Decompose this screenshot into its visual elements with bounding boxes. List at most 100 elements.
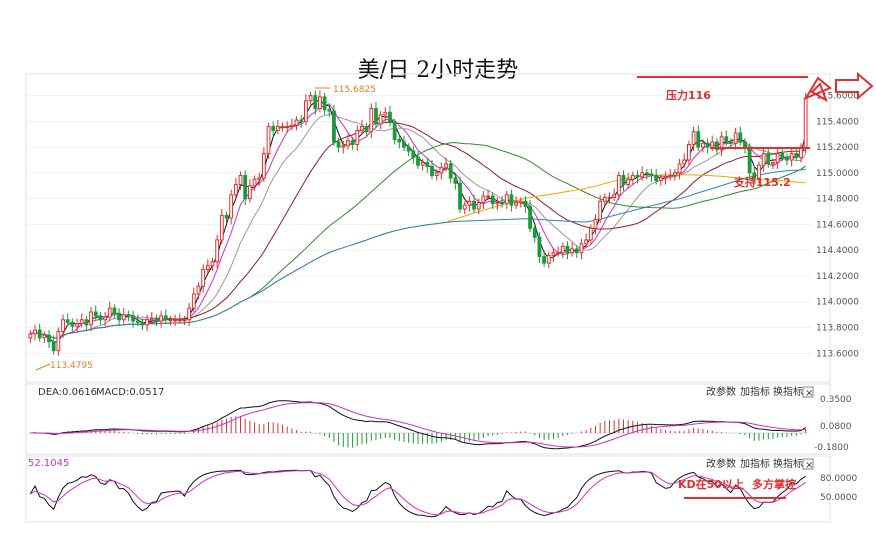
- candle-up: [663, 176, 668, 179]
- candle-up: [257, 177, 262, 180]
- candle-down: [537, 236, 542, 258]
- candle-up: [383, 111, 388, 116]
- macd-legend-dea: DEA:0.0616: [38, 387, 97, 398]
- y-tick-label: 113.6000: [816, 349, 859, 359]
- ma-line-green: [30, 142, 806, 339]
- candle-down: [696, 131, 701, 148]
- low-price-label: 113.4795: [50, 361, 93, 371]
- candle-up: [79, 319, 84, 325]
- candle-up: [570, 248, 575, 254]
- candle-up: [420, 162, 425, 166]
- candle-up: [229, 194, 234, 219]
- candle-down: [705, 142, 710, 148]
- candle-up: [560, 245, 565, 254]
- candle-down: [729, 141, 733, 144]
- kd-pane-frame: [25, 455, 831, 523]
- candle-up: [280, 126, 285, 129]
- candle-up: [598, 200, 603, 220]
- candle-down: [126, 314, 131, 317]
- macd-pane-frame: [25, 383, 831, 455]
- candle-up: [56, 330, 61, 352]
- candle-up: [551, 252, 556, 256]
- macd-add-indicator-button[interactable]: 加指标: [740, 385, 770, 398]
- candle-down: [752, 172, 757, 179]
- kd-k-line: [29, 469, 806, 518]
- kd-add-indicator-button[interactable]: 加指标: [740, 457, 770, 470]
- candle-up: [346, 140, 350, 147]
- candle-up: [360, 126, 364, 131]
- candle-down: [140, 321, 145, 326]
- candle-up: [107, 307, 112, 318]
- macd-close-box[interactable]: [802, 386, 814, 398]
- candle-down: [649, 173, 654, 176]
- candle-up: [677, 163, 682, 174]
- candle-up: [626, 178, 631, 185]
- candle-up: [233, 183, 238, 196]
- candle-up: [691, 131, 696, 146]
- candle-down: [785, 156, 789, 161]
- candle-down: [724, 136, 729, 143]
- main-grid: [26, 95, 812, 354]
- candle-down: [738, 132, 743, 143]
- candle-down: [416, 156, 420, 166]
- candle-down: [532, 227, 537, 238]
- candle-up: [191, 293, 196, 309]
- candle-up: [187, 307, 192, 321]
- candle-up: [672, 172, 677, 176]
- candle-up: [369, 107, 374, 133]
- candle-up: [518, 200, 523, 204]
- y-tick-label: 114.2000: [816, 272, 859, 282]
- candle-up: [701, 142, 705, 148]
- kd-legend: 52.1045: [28, 458, 69, 469]
- candle-up: [757, 164, 761, 179]
- candle-up: [294, 119, 299, 126]
- candle-up: [149, 317, 154, 321]
- chart-title: 美/日 2小时走势: [357, 58, 519, 83]
- candle-down: [374, 107, 378, 125]
- macd-close-icon[interactable]: ×: [805, 388, 813, 399]
- macd-dea-line: [30, 402, 806, 448]
- kd-y-tick-50: 50.0000: [820, 493, 857, 503]
- candle-up: [467, 200, 472, 206]
- ma-line-black: [30, 99, 807, 344]
- candle-down: [411, 150, 416, 158]
- candle-down: [117, 312, 121, 321]
- macd-plot: [28, 400, 808, 450]
- kd-close-icon[interactable]: ×: [805, 460, 813, 471]
- candle-down: [313, 95, 318, 109]
- candle-up: [275, 126, 280, 131]
- candle-up: [434, 172, 439, 176]
- candle-down: [528, 205, 532, 229]
- candle-down: [766, 153, 771, 165]
- candle-down: [37, 329, 42, 339]
- kd-plot: [29, 469, 806, 518]
- candle-down: [747, 147, 752, 174]
- candle-up: [444, 163, 448, 169]
- candle-up: [504, 194, 509, 205]
- candle-down: [430, 165, 434, 176]
- candle-up: [219, 214, 224, 241]
- macd-edit-params-button[interactable]: 改参数: [706, 385, 736, 398]
- candle-up: [682, 159, 687, 165]
- arrow-up-icon: [803, 76, 832, 103]
- candle-down: [112, 307, 117, 314]
- candle-up: [556, 252, 561, 255]
- candle-down: [472, 200, 476, 210]
- candle-up: [173, 319, 178, 322]
- ma-line-blue: [30, 168, 806, 339]
- candle-down: [243, 174, 248, 200]
- candle-down: [350, 140, 355, 146]
- kd-close-box[interactable]: [802, 458, 814, 470]
- candle-down: [135, 320, 140, 323]
- kd-switch-indicator-button[interactable]: 换指标: [773, 457, 803, 470]
- candle-down: [98, 315, 103, 321]
- macd-y-tick-3: -0.1800: [814, 443, 849, 453]
- candle-down: [794, 153, 799, 158]
- arrow-right-icon: [835, 71, 874, 101]
- kd-edit-params-button[interactable]: 改参数: [706, 457, 736, 470]
- candle-up: [177, 319, 182, 322]
- candle-down: [51, 341, 56, 352]
- candle-down: [500, 202, 504, 205]
- macd-switch-indicator-button[interactable]: 换指标: [773, 385, 803, 398]
- y-tick-label: 114.4000: [816, 246, 859, 256]
